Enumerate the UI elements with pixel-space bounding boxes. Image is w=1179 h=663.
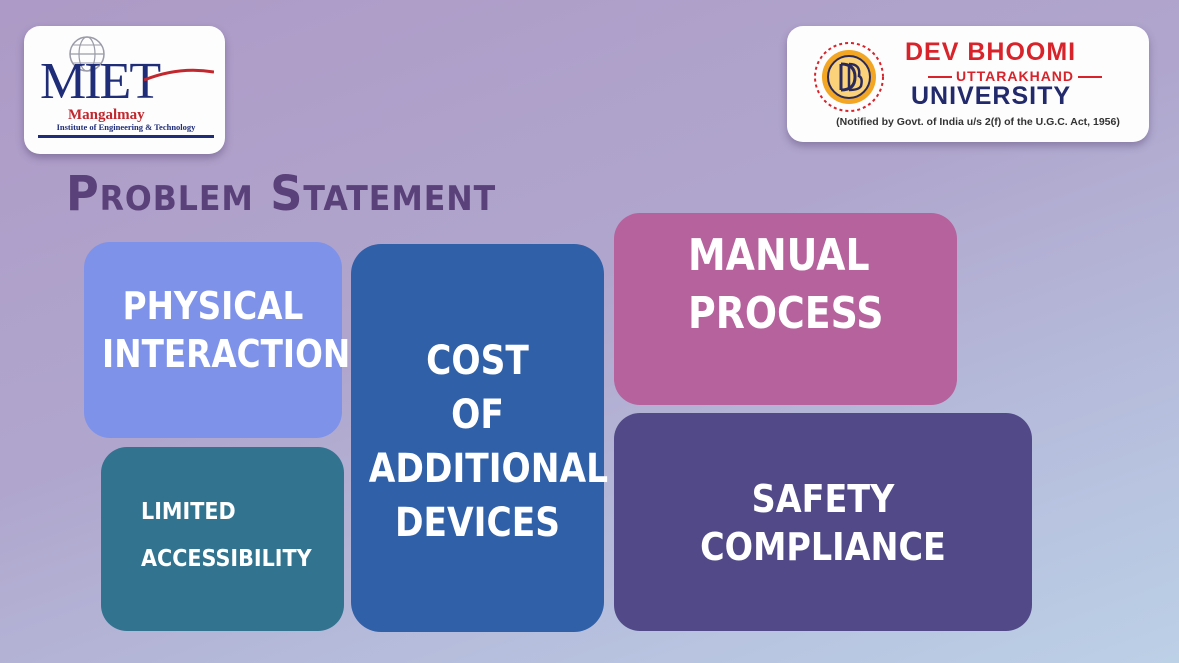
tile-physical-interaction: PHYSICAL INTERACTION: [84, 242, 351, 438]
tile-safety-compliance: SAFETY COMPLIANCE: [614, 413, 1032, 631]
tile-physical-label: PHYSICAL INTERACTION: [102, 284, 351, 376]
miet-logo-subtitle: Institute of Engineering & Technology: [56, 122, 196, 132]
tile-limited-label-2: ACCESSIBILITY: [141, 546, 312, 572]
swoosh-icon: [144, 68, 214, 82]
tile-limited-accessibility: LIMITED ACCESSIBILITY: [101, 447, 344, 631]
miet-logo-name: Mangalmay: [68, 107, 145, 123]
dbu-logo-line3: UNIVERSITY: [911, 82, 1072, 110]
tile-safety-label: SAFETY COMPLIANCE: [700, 477, 946, 569]
university-emblem-icon: [814, 42, 884, 112]
dbu-logo-line1: DEV BHOOMI: [905, 38, 1077, 66]
slide-title: Problem Statement: [66, 166, 497, 222]
dbu-logo-line2: UTTARAKHAND: [905, 68, 1125, 84]
left-dash: [927, 76, 952, 79]
miet-logo-letters: MIET: [40, 53, 161, 110]
right-dash: [1078, 76, 1103, 79]
dbu-logo: DEV BHOOMI UTTARAKHAND UNIVERSITY (Notif…: [787, 26, 1149, 142]
tile-manual-process: MANUAL PROCESS: [614, 213, 957, 405]
miet-logo-underline: [38, 135, 214, 138]
dbu-logo-line2-text: UTTARAKHAND: [955, 68, 1075, 84]
miet-logo: MIET Mangalmay Institute of Engineering …: [24, 26, 225, 154]
dbu-logo-note: (Notified by Govt. of India u/s 2(f) of …: [836, 116, 1120, 128]
tile-cost-of-additional-devices: COST OF ADDITIONAL DEVICES: [351, 244, 609, 632]
tile-cost-label: COST OF ADDITIONAL DEVICES: [368, 338, 609, 546]
tile-manual-label: MANUAL PROCESS: [688, 230, 884, 339]
globe-icon: [69, 36, 105, 72]
tile-limited-label-1: LIMITED: [141, 499, 236, 525]
